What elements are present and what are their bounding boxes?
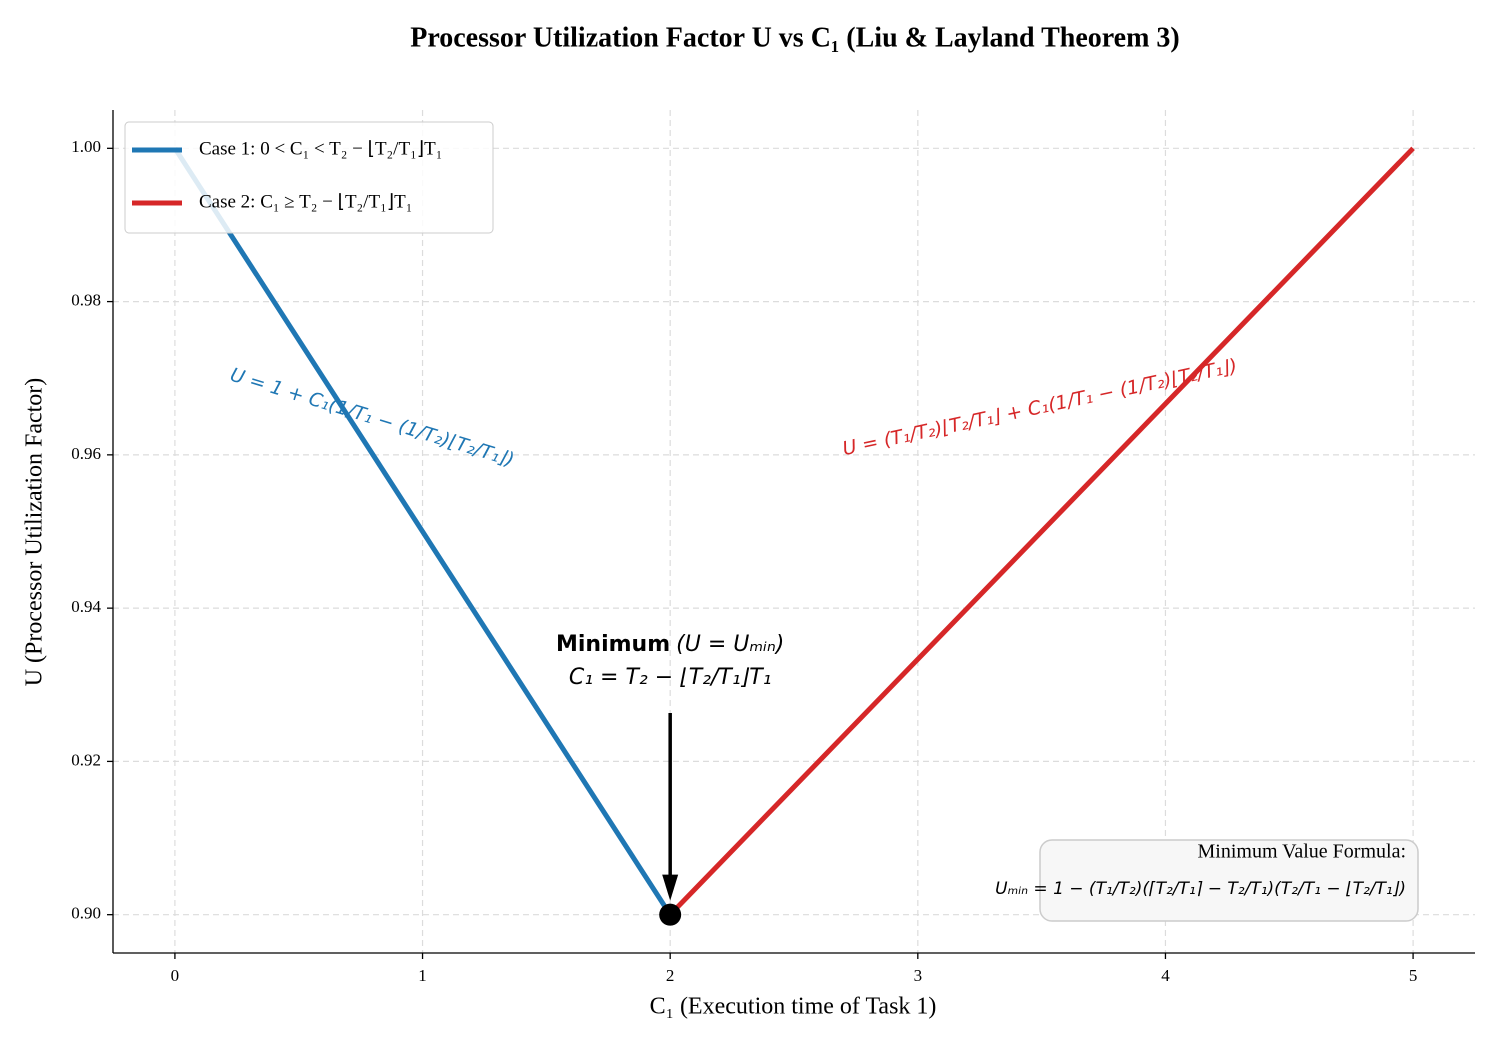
legend-label: Case 1: 0 < C₁ < T₂ − ⌊T₂/T₁⌋T₁	[199, 138, 442, 159]
chart-title: Processor Utilization Factor U vs C₁ (Li…	[410, 22, 1180, 53]
formula-box	[1039, 839, 1419, 922]
y-tick-label: 1.00	[71, 137, 101, 156]
x-tick-label: 0	[171, 966, 180, 985]
x-axis-label: C₁ (Execution time of Task 1)	[650, 994, 937, 1020]
x-tick-label: 2	[666, 966, 675, 985]
annotation-arrowhead	[662, 874, 679, 901]
y-axis-label: U (Processor Utilization Factor)	[22, 378, 48, 687]
x-tick-label: 4	[1161, 966, 1170, 985]
y-tick-label: 0.92	[71, 750, 101, 769]
x-tick-label: 1	[418, 966, 427, 985]
annotation-text: C₁ = T₂ − ⌊T₂/T₁⌋T₁	[569, 665, 772, 690]
y-tick-label: 0.96	[71, 444, 101, 463]
y-tick-label: 0.94	[71, 597, 101, 616]
legend-box	[124, 121, 494, 234]
formula-box-formula: Uₘᵢₙ = 1 − (T₁/T₂)(⌈T₂/T₁⌉ − T₂/T₁)(T₂/T…	[995, 879, 1406, 899]
minimum-point	[659, 903, 682, 926]
line-series	[172, 146, 673, 917]
y-tick-label: 0.98	[71, 290, 101, 309]
y-tick-label: 0.90	[71, 904, 101, 923]
annotation-title-suffix: (U = Uₘᵢₙ)	[676, 632, 784, 657]
x-tick-label: 3	[914, 966, 923, 985]
formula-label: U = (T₁/T₂)⌊T₂/T₁⌋ + C₁(1/T₁ − (1/T₂)⌊T₂…	[841, 355, 1240, 460]
formula-box-title: Minimum Value Formula:	[1197, 841, 1406, 863]
legend-label: Case 2: C₁ ≥ T₂ − ⌊T₂/T₁⌋T₁	[199, 191, 412, 212]
line-series	[668, 146, 1415, 917]
x-tick-label: 5	[1409, 966, 1418, 985]
annotation-text: Minimum (U = Uₘᵢₙ)	[556, 632, 784, 657]
annotation-title: Minimum	[556, 632, 670, 657]
